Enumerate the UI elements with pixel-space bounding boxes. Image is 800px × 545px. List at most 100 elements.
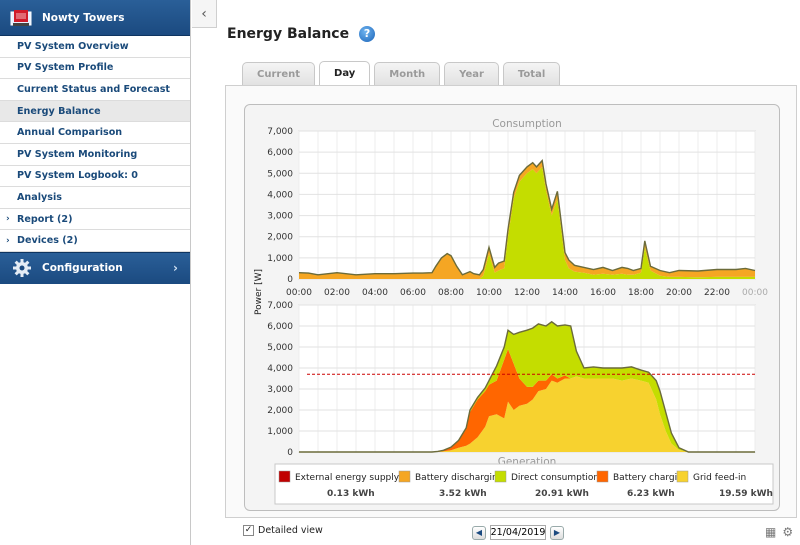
x-tick-label: 00:00	[742, 288, 768, 298]
tab-current[interactable]: Current	[242, 62, 316, 85]
sidebar-item-label: Annual Comparison	[17, 127, 123, 139]
y-tick-label: 1,000	[267, 427, 293, 437]
x-tick-label: 04:00	[362, 288, 388, 298]
x-tick-label: 18:00	[628, 288, 654, 298]
settings-icon[interactable]: ⚙	[782, 525, 794, 539]
y-tick-label: 4,000	[267, 190, 293, 200]
sidebar-item-pv-system-profile[interactable]: PV System Profile	[0, 57, 190, 80]
sidebar-item-label: PV System Monitoring	[17, 148, 138, 160]
main-content: Energy Balance ? Current Day Month Year Tota…	[217, 0, 800, 545]
chart-title: Consumption	[492, 118, 562, 130]
sidebar-item-label: Report (2)	[17, 213, 73, 225]
y-axis-label: Power [W]	[254, 269, 264, 315]
y-tick-label: 7,000	[267, 127, 293, 137]
y-tick-label: 0	[287, 448, 293, 458]
tab-total[interactable]: Total	[502, 62, 561, 85]
sidebar-item-analysis[interactable]: Analysis	[0, 187, 190, 209]
series-area-battery-charging	[299, 349, 755, 452]
series-area-direct-consumption	[299, 321, 755, 452]
legend-swatch	[494, 470, 507, 483]
configuration-label: Configuration	[42, 262, 123, 275]
x-tick-label: 12:00	[514, 288, 540, 298]
series-area-grid-feed-in	[299, 376, 755, 452]
energy-balance-chart: 0 1,000 2,000 3,000 4,000 5,000 6,000 7,000 Cons…	[254, 118, 774, 505]
legend-swatch	[398, 470, 411, 483]
x-tick-label: 00:00	[286, 288, 312, 298]
legend-label: External energy supply	[295, 473, 400, 483]
legend-swatch	[596, 470, 609, 483]
page-title: Energy Balance ?	[227, 26, 376, 42]
sidebar-expandable-report[interactable]: › Report (2)	[0, 208, 190, 231]
plant-logo-icon	[8, 7, 34, 29]
next-day-button[interactable]: ▶	[550, 525, 564, 540]
sidebar-item-pv-system-monitoring[interactable]: PV System Monitoring	[0, 143, 190, 166]
x-tick-label: 02:00	[324, 288, 350, 298]
y-tick-label: 5,000	[267, 343, 293, 353]
expand-arrow-icon: ›	[6, 214, 10, 225]
x-tick-label: 10:00	[476, 288, 502, 298]
legend-label: Battery charging	[613, 473, 689, 483]
sidebar-expandable-devices[interactable]: › Devices (2)	[0, 230, 190, 252]
legend-value: 0.13 kWh	[327, 489, 375, 499]
x-tick-label: 14:00	[552, 288, 578, 298]
sidebar-item-label: PV System Profile	[17, 62, 114, 74]
y-tick-label: 3,000	[267, 212, 293, 222]
sidebar-item-pv-system-overview[interactable]: PV System Overview	[0, 36, 190, 58]
gear-icon	[13, 259, 31, 278]
period-tabs: Current Day Month Year Total	[242, 61, 564, 85]
collapse-sidebar-button[interactable]: ‹	[192, 0, 217, 28]
date-field[interactable]: 21/04/2019	[490, 525, 546, 540]
detailed-view-label: Detailed view	[258, 525, 323, 536]
sidebar-item-label: Energy Balance	[17, 105, 101, 117]
sidebar-item-current-status-and-forecast[interactable]: Current Status and Forecast	[0, 79, 190, 101]
x-tick-label: 22:00	[704, 288, 730, 298]
sidebar-item-label: Analysis	[17, 191, 62, 203]
sidebar-item-label: Current Status and Forecast	[17, 83, 170, 95]
table-view-icon[interactable]: ▦	[765, 525, 777, 539]
x-tick-label: 08:00	[438, 288, 464, 298]
expand-arrow-icon: ›	[6, 235, 10, 246]
sidebar-item-label: PV System Logbook: 0	[17, 170, 138, 182]
legend-value: 3.52 kWh	[439, 489, 487, 499]
legend-value: 6.23 kWh	[627, 489, 675, 499]
y-tick-label: 1,000	[267, 254, 293, 264]
legend-label: Battery discharging	[415, 473, 503, 483]
sidebar-item-label: PV System Overview	[17, 40, 129, 52]
chart-tools: ▦ ⚙	[759, 525, 793, 539]
y-tick-label: 4,000	[267, 364, 293, 374]
plant-header[interactable]: Nowty Towers	[0, 0, 190, 36]
tab-day[interactable]: Day	[319, 61, 371, 85]
x-tick-label: 16:00	[590, 288, 616, 298]
detailed-view-toggle[interactable]: ✓ Detailed view	[243, 525, 323, 536]
page-title-text: Energy Balance	[227, 26, 350, 42]
sidebar-item-annual-comparison[interactable]: Annual Comparison	[0, 122, 190, 144]
legend-box	[274, 463, 774, 505]
y-tick-label: 6,000	[267, 322, 293, 332]
x-tick-label: 20:00	[666, 288, 692, 298]
chart-panel: 0 1,000 2,000 3,000 4,000 5,000 6,000 7,000 Cons…	[225, 85, 797, 518]
sidebar: Nowty Towers PV System Overview PV System…	[0, 0, 191, 545]
legend-label: Grid feed-in	[693, 473, 746, 483]
sidebar-item-pv-system-logbook-0[interactable]: PV System Logbook: 0	[0, 165, 190, 188]
x-tick-label: 06:00	[400, 288, 426, 298]
legend-label: Direct consumption	[511, 473, 599, 483]
tab-year[interactable]: Year	[444, 62, 499, 85]
total-outline	[299, 320, 755, 453]
help-icon[interactable]: ?	[359, 26, 376, 42]
y-tick-label: 7,000	[267, 301, 293, 311]
y-tick-label: 3,000	[267, 385, 293, 395]
plant-name: Nowty Towers	[42, 11, 125, 24]
tab-month[interactable]: Month	[374, 62, 441, 85]
previous-day-button[interactable]: ◀	[472, 525, 486, 540]
series-area-direct-consumption	[299, 166, 755, 279]
legend-value: 19.59 kWh	[719, 489, 773, 499]
y-tick-label: 2,000	[267, 406, 293, 416]
y-tick-label: 0	[287, 275, 293, 285]
detailed-view-checkbox[interactable]: ✓	[243, 525, 254, 536]
date-navigator: ◀ 21/04/2019 ▶	[472, 525, 564, 540]
sidebar-item-label: Devices (2)	[17, 235, 78, 247]
sidebar-item-energy-balance[interactable]: Energy Balance	[0, 100, 190, 123]
configuration-menu[interactable]: Configuration ›	[0, 251, 190, 284]
chevron-right-icon: ›	[173, 260, 178, 275]
legend-swatch	[676, 470, 689, 483]
